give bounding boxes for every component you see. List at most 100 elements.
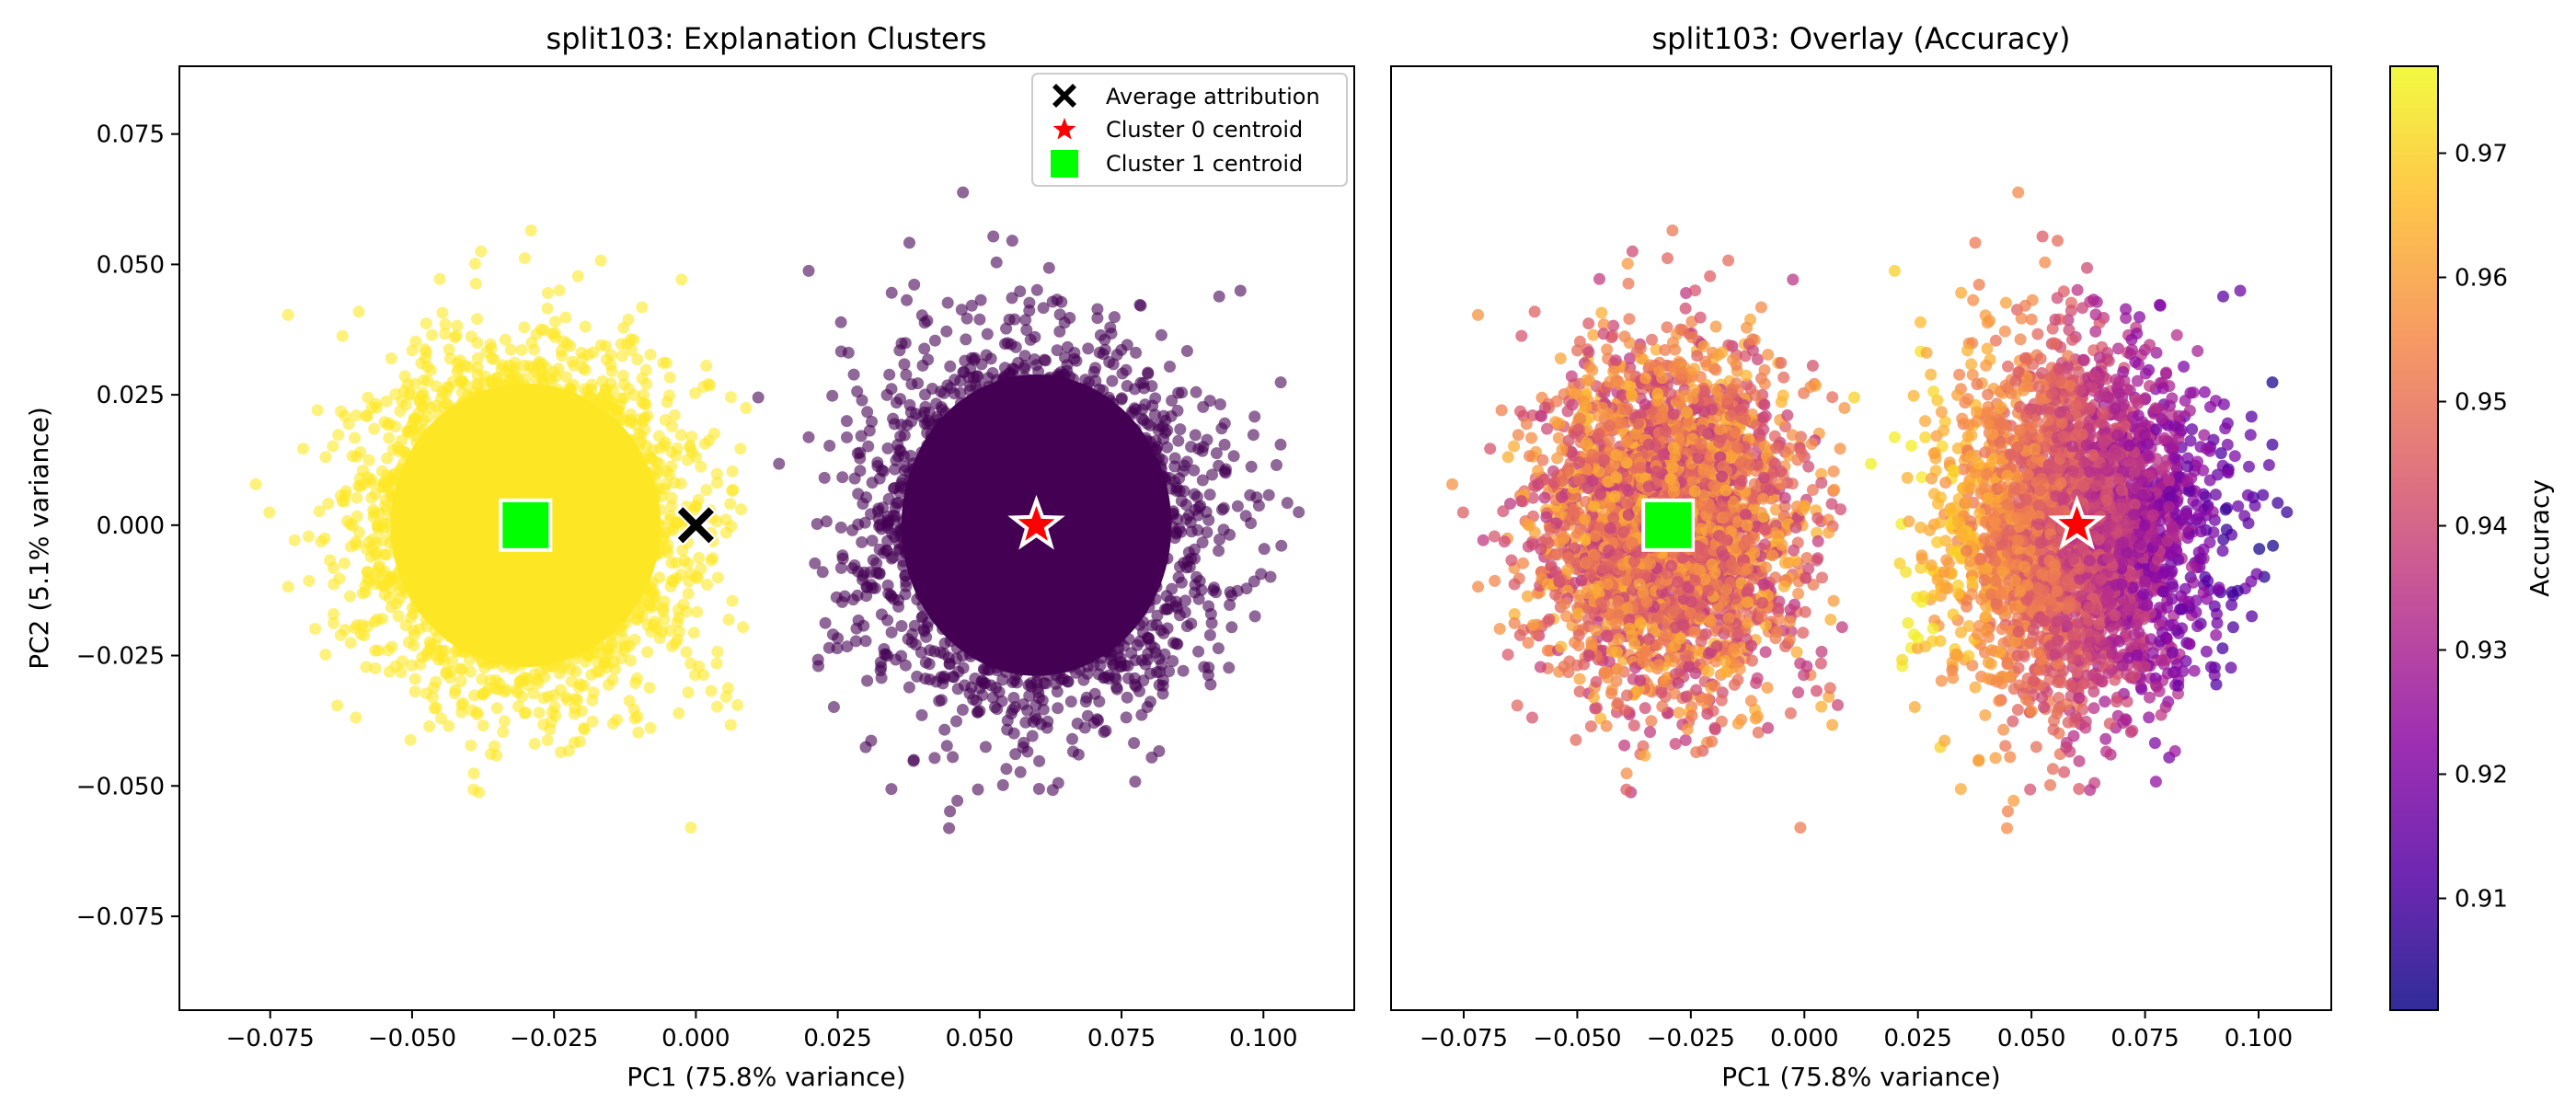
scatter-point bbox=[660, 356, 673, 369]
scatter-point bbox=[682, 558, 695, 570]
scatter-point bbox=[900, 575, 913, 588]
scatter-point bbox=[467, 783, 480, 796]
scatter-point bbox=[302, 530, 315, 543]
scatter-point bbox=[420, 317, 432, 330]
scatter-point bbox=[404, 733, 417, 746]
scatter-point bbox=[569, 692, 581, 705]
scatter-point bbox=[436, 306, 449, 319]
scatter-point bbox=[467, 767, 480, 780]
scatter-point bbox=[538, 324, 551, 337]
scatter-point bbox=[414, 658, 427, 671]
scatter-point bbox=[819, 616, 832, 629]
scatter-point bbox=[947, 751, 960, 764]
scatter-point bbox=[362, 620, 374, 633]
scatter-point bbox=[1190, 385, 1202, 398]
scatter-point bbox=[625, 654, 637, 667]
scatter-point bbox=[448, 331, 461, 344]
scatter-point bbox=[378, 548, 391, 561]
scatter-point bbox=[1121, 691, 1133, 704]
scatter-point bbox=[1224, 599, 1236, 611]
scatter-point bbox=[690, 500, 703, 512]
scatter-point bbox=[889, 463, 902, 476]
scatter-point bbox=[724, 498, 737, 511]
scatter-point bbox=[1204, 678, 1217, 691]
scatter-point bbox=[722, 614, 735, 626]
scatter-point bbox=[690, 570, 703, 583]
scatter-point bbox=[606, 718, 619, 730]
scatter-point bbox=[465, 330, 477, 343]
scatter-point bbox=[737, 621, 750, 634]
scatter-point bbox=[430, 675, 443, 688]
scatter-point bbox=[841, 640, 854, 653]
scatter-point bbox=[338, 557, 351, 569]
scatter-point bbox=[693, 660, 706, 673]
scatter-point bbox=[695, 460, 707, 473]
scatter-point bbox=[475, 245, 488, 258]
scatter-point bbox=[636, 301, 649, 314]
scatter-point bbox=[344, 637, 357, 650]
scatter-point bbox=[1120, 711, 1133, 724]
scatter-point bbox=[350, 409, 362, 421]
scatter-point bbox=[1066, 732, 1078, 745]
scatter-point bbox=[421, 646, 433, 659]
scatter-point bbox=[346, 450, 359, 463]
scatter-point bbox=[631, 353, 644, 366]
scatter-point bbox=[957, 186, 970, 199]
scatter-point bbox=[435, 712, 447, 725]
scatter-point bbox=[1161, 424, 1174, 437]
scatter-point bbox=[674, 569, 687, 581]
scatter-point bbox=[1023, 689, 1036, 702]
scatter-point bbox=[334, 628, 347, 641]
scatter-point bbox=[263, 506, 276, 519]
scatter-point bbox=[944, 360, 957, 373]
scatter-point bbox=[568, 736, 581, 749]
scatter-point bbox=[572, 681, 585, 694]
scatter-point bbox=[569, 702, 581, 715]
scatter-point bbox=[1247, 429, 1259, 442]
scatter-point bbox=[288, 534, 301, 546]
scatter-point bbox=[319, 451, 332, 464]
scatter-point bbox=[1218, 438, 1231, 451]
scatter-point bbox=[827, 701, 840, 713]
scatter-point bbox=[1196, 536, 1209, 549]
scatter-point bbox=[1274, 376, 1287, 389]
scatter-point bbox=[1108, 311, 1121, 324]
scatter-point bbox=[485, 342, 498, 355]
scatter-point bbox=[1009, 748, 1022, 761]
scatter-point bbox=[889, 501, 902, 514]
scatter-point bbox=[915, 708, 928, 721]
scatter-point bbox=[335, 405, 347, 418]
scatter-point bbox=[1082, 342, 1095, 355]
scatter-point bbox=[433, 272, 446, 285]
scatter-point bbox=[689, 386, 701, 399]
scatter-point bbox=[365, 473, 377, 486]
scatter-point bbox=[369, 397, 382, 410]
scatter-point bbox=[349, 431, 362, 444]
scatter-point bbox=[673, 625, 685, 638]
scatter-point bbox=[673, 707, 685, 719]
scatter-point bbox=[1196, 474, 1209, 487]
scatter-point bbox=[665, 574, 678, 587]
scatter-point bbox=[399, 619, 412, 632]
scatter-point bbox=[556, 350, 569, 362]
scatter-point bbox=[1212, 642, 1225, 655]
scatter-point bbox=[630, 614, 643, 627]
scatter-point bbox=[499, 685, 512, 698]
scatter-point bbox=[1167, 655, 1179, 668]
scatter-point bbox=[378, 580, 391, 592]
scatter-point bbox=[1192, 645, 1205, 658]
scatter-point bbox=[639, 363, 652, 376]
scatter-point bbox=[617, 633, 630, 646]
scatter-point bbox=[351, 510, 363, 523]
scatter-point bbox=[724, 391, 737, 404]
scatter-point bbox=[627, 703, 640, 716]
scatter-point bbox=[885, 626, 898, 638]
scatter-point bbox=[858, 516, 871, 529]
scatter-point bbox=[421, 374, 434, 387]
scatter-point bbox=[385, 352, 397, 365]
scatter-point bbox=[960, 333, 972, 346]
scatter-point bbox=[624, 413, 637, 426]
scatter-point bbox=[615, 350, 628, 362]
scatter-point bbox=[703, 434, 716, 447]
scatter-point bbox=[1175, 495, 1188, 507]
